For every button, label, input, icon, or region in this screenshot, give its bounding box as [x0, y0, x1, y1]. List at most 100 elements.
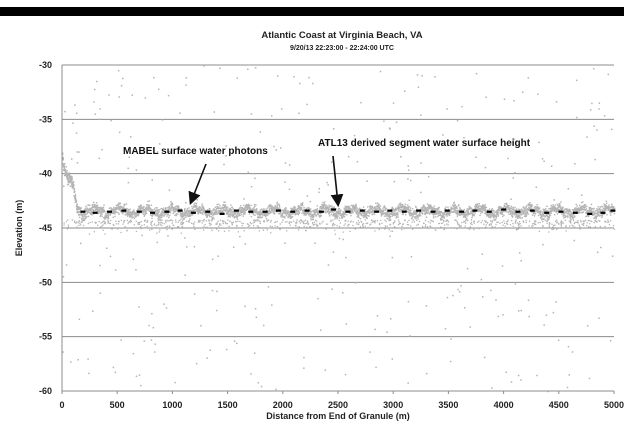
photon-point — [330, 221, 331, 222]
photon-point — [133, 209, 134, 210]
photon-point — [392, 358, 394, 360]
photon-point — [482, 253, 484, 255]
photon-point — [212, 259, 214, 261]
photon-point — [604, 226, 605, 227]
photon-point — [254, 219, 255, 220]
photon-point — [280, 147, 282, 149]
photon-point — [313, 224, 314, 225]
photon-point — [408, 220, 409, 221]
photon-point — [459, 226, 460, 227]
photon-point — [147, 201, 148, 202]
photon-point — [528, 300, 530, 302]
photon-point — [211, 210, 212, 211]
photon-point — [310, 219, 311, 220]
photon-point — [311, 211, 312, 212]
photon-point — [159, 222, 160, 223]
photon-point — [72, 219, 73, 220]
photon-point — [265, 215, 266, 216]
photon-point — [389, 224, 390, 225]
photon-point — [539, 231, 540, 232]
photon-point — [256, 211, 257, 212]
photon-point — [124, 204, 125, 205]
photon-point — [576, 205, 577, 206]
photon-point — [360, 218, 361, 219]
photon-point — [446, 215, 447, 216]
photon-point — [115, 269, 117, 271]
photon-point — [76, 132, 78, 134]
photon-point — [401, 226, 402, 227]
photon-point — [266, 208, 267, 209]
photon-point — [567, 387, 569, 389]
photon-point — [206, 227, 207, 228]
photon-point — [543, 218, 544, 219]
photon-point — [155, 343, 157, 345]
photon-point — [481, 222, 482, 223]
photon-point — [316, 220, 317, 221]
photon-point — [574, 223, 575, 224]
photon-point — [219, 205, 220, 206]
photon-point — [565, 216, 566, 217]
photon-point — [589, 207, 591, 209]
photon-point — [76, 113, 78, 115]
photon-point — [387, 226, 388, 227]
photon-point — [468, 211, 469, 212]
photon-point — [144, 227, 146, 229]
photon-point — [251, 186, 253, 188]
photon-point — [440, 214, 441, 215]
photon-point — [576, 210, 577, 211]
photon-point — [122, 224, 123, 225]
photon-point — [101, 149, 103, 151]
photon-point — [374, 329, 376, 331]
photon-point — [219, 224, 220, 225]
photon-point — [284, 217, 285, 218]
photon-point — [592, 208, 593, 209]
photon-point — [614, 213, 615, 214]
photon-point — [445, 206, 446, 207]
photon-point — [225, 222, 226, 223]
photon-point — [163, 207, 164, 208]
photon-point — [162, 214, 163, 215]
photon-point — [443, 229, 445, 231]
photon-point — [214, 111, 216, 113]
photon-point — [156, 207, 157, 208]
photon-point — [160, 224, 161, 225]
photon-point — [84, 220, 85, 221]
photon-point — [538, 222, 539, 223]
photon-point — [230, 213, 231, 214]
photon-point — [610, 214, 611, 215]
photon-point — [334, 218, 335, 219]
photon-point — [350, 220, 351, 221]
photon-point — [447, 206, 448, 207]
photon-point — [93, 202, 94, 203]
photon-point — [418, 87, 420, 89]
photon-point — [590, 109, 592, 111]
photon-point — [222, 211, 223, 212]
photon-point — [78, 222, 79, 223]
photon-point — [448, 221, 449, 222]
photon-point — [341, 215, 342, 216]
photon-point — [392, 257, 394, 259]
photon-point — [102, 224, 103, 225]
photon-point — [417, 74, 419, 76]
photon-point — [408, 224, 409, 225]
photon-point — [517, 228, 518, 229]
photon-point — [326, 182, 328, 184]
photon-point — [92, 204, 93, 205]
photon-point — [296, 219, 297, 220]
photon-point — [79, 214, 80, 215]
photon-point — [281, 222, 282, 223]
photon-point — [191, 206, 192, 207]
photon-point — [284, 181, 286, 183]
photon-point — [206, 220, 207, 221]
photon-point — [212, 217, 213, 218]
photon-point — [281, 108, 283, 110]
photon-point — [382, 208, 383, 209]
photon-point — [207, 216, 208, 217]
photon-point — [345, 374, 347, 376]
photon-point — [422, 213, 423, 214]
photon-point — [141, 225, 142, 226]
photon-point — [518, 375, 520, 377]
photon-point — [522, 91, 524, 93]
photon-point — [433, 214, 434, 215]
photon-point — [308, 224, 309, 225]
